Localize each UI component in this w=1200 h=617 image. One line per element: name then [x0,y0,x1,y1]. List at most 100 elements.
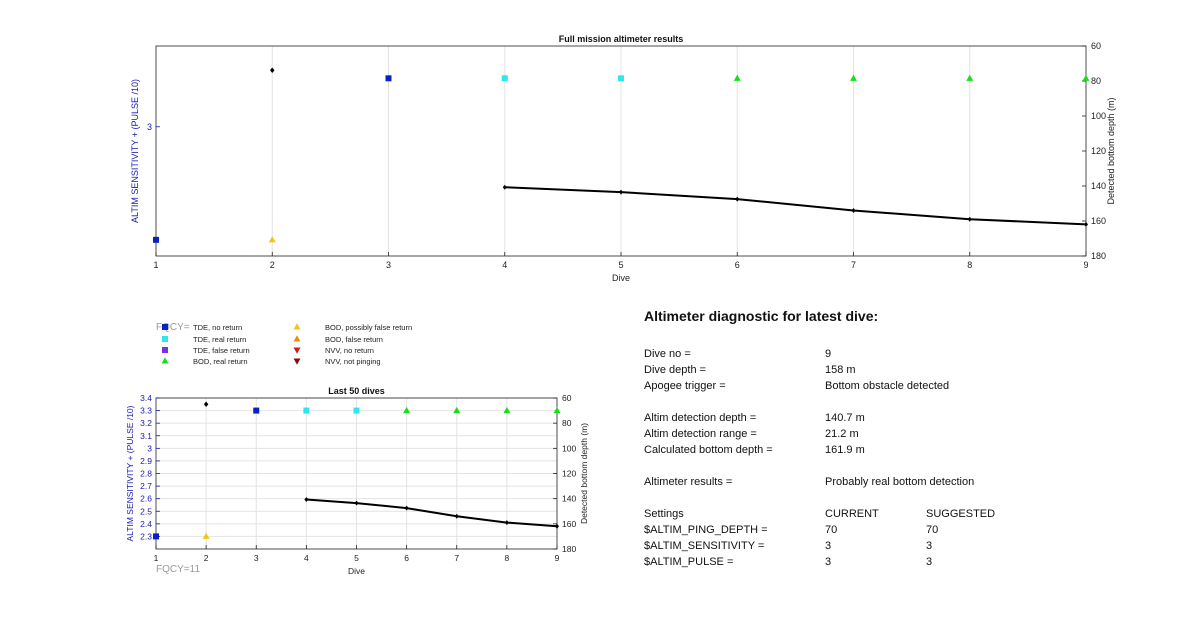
legend-label: BOD, possibly false return [325,323,412,332]
sensitivity-label: $ALTIM_SENSITIVITY = [644,540,765,552]
altim-detection-range-label: Altim detection range = [644,428,757,440]
y-right-tick-label: 160 [1091,216,1106,226]
legend-label: TDE, no return [193,323,242,332]
altimeter-diagnostic-panel: Altimeter diagnostic for latest dive: Di… [644,308,1184,570]
x-tick-label: 5 [618,260,623,270]
dive-depth-value: 158 m [825,364,856,376]
calculated-bottom-depth-label: Calculated bottom depth = [644,444,773,456]
legend-fqcy-text: FQCY= [156,322,190,333]
depth-point [851,208,856,213]
legend-marker [161,357,169,364]
legend-label: NVV, no return [325,346,374,355]
y-right-tick-label: 120 [562,469,576,479]
y-right-tick-label: 140 [1091,181,1106,191]
legend-label: NVV, not pinging [325,357,381,366]
y-right-tick-label: 120 [1091,146,1106,156]
altimeter-marker-bod_real_return [733,74,741,81]
y-right-axis-label: Detected bottom depth (m) [1106,97,1116,204]
x-axis-label: Dive [348,566,365,576]
ping-depth-label: $ALTIM_PING_DEPTH = [644,524,768,536]
ping-depth-suggested: 70 [926,524,939,536]
legend-label: TDE, real return [193,335,246,344]
altimeter-marker-bod_real_return [966,74,974,81]
depth-point [454,513,459,519]
y-left-tick-label: 2.4 [140,519,152,529]
apogee-trigger-value: Bottom obstacle detected [825,380,950,392]
legend-label: TDE, false return [193,346,250,355]
x-tick-label: 6 [735,260,740,270]
depth-point [304,497,309,503]
y-right-tick-label: 140 [562,494,576,504]
x-tick-label: 6 [404,553,409,563]
altimeter-marker-bod_possibly_false [202,532,210,539]
calculated-bottom-depth-row: Calculated bottom depth = 161.9 m [644,442,1184,458]
x-tick-label: 3 [386,260,391,270]
altimeter-marker-tde_no_return [385,75,392,82]
sensitivity-suggested: 3 [926,540,933,552]
altimeter-marker-tde_real_return [618,75,624,82]
pulse-current: 3 [825,556,832,568]
dive-no-row: Dive no = 9 [644,346,1184,362]
x-tick-label: 7 [454,553,459,563]
depth-point [735,196,740,202]
depth-line [504,186,1087,226]
legend-label: BOD, real return [193,357,248,366]
x-tick-label: 9 [1083,260,1088,270]
depth-point [618,189,624,195]
x-tick-label: 1 [154,553,159,563]
apogee-trigger-label: Apogee trigger = [644,380,726,392]
legend-marker [293,347,301,354]
y-left-tick-label: 3 [147,443,152,453]
ping-depth-row: $ALTIM_PING_DEPTH = 70 70 [644,522,1184,538]
y-right-tick-label: 100 [562,443,576,453]
dive-no-value: 9 [825,348,832,360]
depth-point [1083,221,1089,227]
x-tick-label: 2 [204,553,209,563]
depth-point [554,523,560,529]
y-right-axis-label: Detected bottom depth (m) [579,423,589,524]
suggested-header: SUGGESTED [926,508,996,520]
chart-title: Last 50 dives [328,386,385,396]
altimeter-marker-bod_real_return [1082,74,1090,81]
depth-point [354,500,359,506]
pulse-suggested: 3 [926,556,933,568]
current-header: CURRENT [825,508,879,520]
legend-label: BOD, false return [325,335,383,344]
y-left-tick-label: 3.3 [140,406,152,416]
y-left-tick-label: 2.6 [140,494,152,504]
altimeter-marker-bod_real_return [553,406,561,414]
x-tick-label: 1 [153,260,158,270]
x-tick-label: 8 [505,553,510,563]
altimeter-marker-bod_real_return [850,74,857,81]
x-tick-label: 4 [502,260,507,270]
sensitivity-row: $ALTIM_SENSITIVITY = 3 3 [644,538,1184,554]
apogee-trigger-row: Apogee trigger = Bottom obstacle detecte… [644,378,1184,394]
y-right-tick-label: 100 [1091,111,1106,121]
altimeter-marker-tde_no_return [153,236,159,243]
altimeter-marker-tde_real_return [353,407,360,414]
altimeter-marker-tde_no_return [253,407,260,414]
y-left-tick-label: 3 [147,122,152,132]
x-tick-label: 3 [254,553,259,563]
dive-no-label: Dive no = [644,348,691,360]
diagnostic-title: Altimeter diagnostic for latest dive: [644,308,879,324]
depth-point [967,216,972,222]
y-right-tick-label: 60 [1091,41,1101,51]
y-left-tick-label: 2.9 [140,456,152,466]
chart-title: Full mission altimeter results [559,34,684,44]
altimeter-results-value: Probably real bottom detection [825,476,975,488]
legend-marker [162,347,168,353]
y-left-tick-label: 3.2 [140,418,152,428]
x-tick-label: 8 [967,260,972,270]
y-left-tick-label: 3.1 [140,431,152,441]
pulse-row: $ALTIM_PULSE = 3 3 [644,554,1184,570]
altimeter-results-row: Altimeter results = Probably real bottom… [644,474,1184,490]
altimeter-marker-bod_real_return [403,406,411,414]
altimeter-marker-tde_real_return [303,407,310,414]
altim-detection-range-row: Altim detection range = 21.2 m [644,426,1184,442]
y-left-tick-label: 2.8 [140,469,152,479]
altimeter-legend: FQCY= TDE, no return TDE, real return TDE, … [156,322,412,366]
fqcy-annotation: FQCY=11 [156,564,200,575]
extra-point [203,401,209,408]
